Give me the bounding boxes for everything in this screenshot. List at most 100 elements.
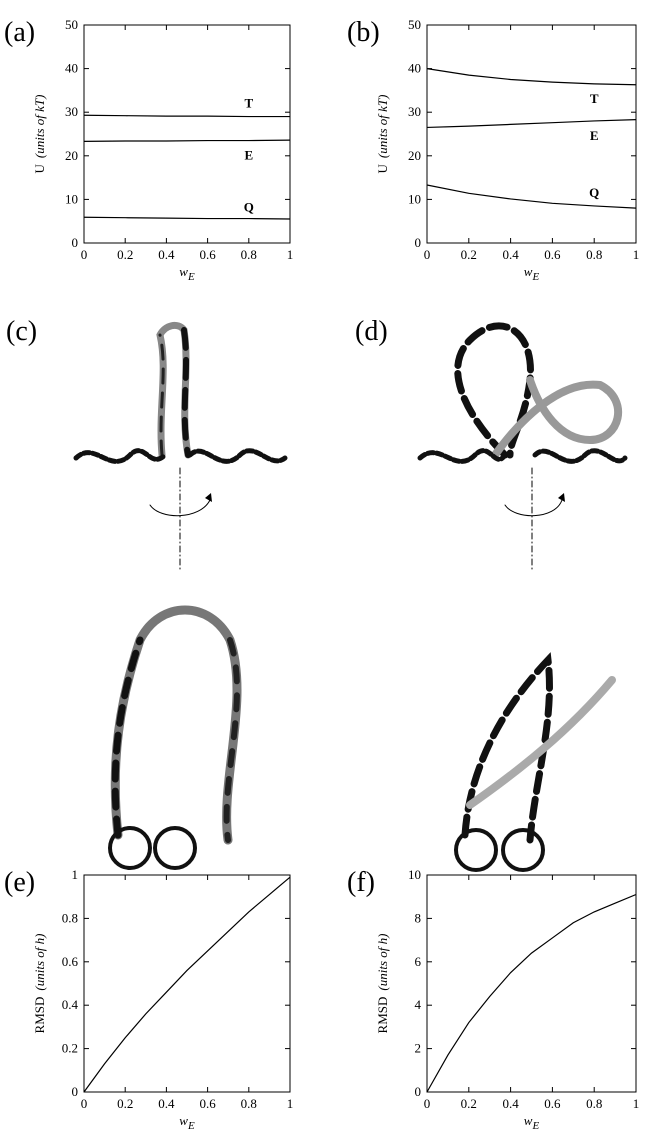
y-tick-label: 1 xyxy=(72,867,79,882)
molecule-c xyxy=(76,325,285,868)
x-label-main: w xyxy=(179,1113,188,1128)
panel-label: (d) xyxy=(355,316,388,347)
x-tick-label: 0 xyxy=(81,1096,88,1111)
y-tick-label: 0.6 xyxy=(62,954,79,969)
series-label: Q xyxy=(244,200,254,215)
plot-frame xyxy=(84,875,290,1092)
panel-label: (a) xyxy=(4,17,35,48)
x-tick-label: 0.2 xyxy=(117,247,133,262)
y-tick-label: 0 xyxy=(415,1084,422,1099)
y-tick-label: 2 xyxy=(415,1041,422,1056)
x-tick-label: 0.6 xyxy=(544,247,561,262)
x-tick-label: 0.4 xyxy=(158,1096,175,1111)
y-tick-label: 4 xyxy=(415,997,422,1012)
y-axis-label: U (units of kT) xyxy=(32,95,47,174)
y-tick-label: 30 xyxy=(65,104,78,119)
y-axis-label: RMSD (units of h) xyxy=(32,934,47,1034)
y-tick-label: 40 xyxy=(65,61,78,76)
y-label-main: U xyxy=(375,163,390,173)
x-tick-label: 1 xyxy=(287,247,294,262)
x-tick-label: 1 xyxy=(633,1096,640,1111)
x-tick-label: 0.6 xyxy=(544,1096,561,1111)
figure: (c) (d) (a)00.20.40.60.8101020304050wEU(… xyxy=(0,0,649,1129)
plot-frame xyxy=(84,25,290,243)
y-label-units: (units of kT) xyxy=(375,95,390,159)
y-axis-label: RMSD (units of h) xyxy=(375,934,390,1034)
y-label-units: (units of h) xyxy=(375,934,390,991)
x-axis-label: wE xyxy=(179,264,195,283)
y-tick-label: 10 xyxy=(408,191,421,206)
y-tick-label: 0.2 xyxy=(62,1041,78,1056)
x-axis-label: wE xyxy=(524,1113,540,1129)
y-tick-label: 8 xyxy=(415,910,422,925)
y-tick-label: 0.4 xyxy=(62,997,79,1012)
line xyxy=(84,140,290,141)
y-tick-label: 40 xyxy=(408,61,421,76)
y-tick-label: 0 xyxy=(415,235,422,250)
x-tick-label: 0.6 xyxy=(199,247,216,262)
y-tick-label: 50 xyxy=(408,17,421,32)
line xyxy=(427,895,636,1092)
panel-label: (c) xyxy=(6,316,37,347)
x-tick-label: 0.6 xyxy=(199,1096,216,1111)
y-label-main: RMSD xyxy=(375,997,390,1034)
x-tick-label: 0 xyxy=(424,1096,431,1111)
x-tick-label: 0.8 xyxy=(586,1096,602,1111)
panel-label: (e) xyxy=(4,867,35,898)
series-label: Q xyxy=(589,185,599,200)
x-axis-label: wE xyxy=(524,264,540,283)
x-label-sub: E xyxy=(531,271,539,283)
y-tick-label: 0 xyxy=(72,1084,79,1099)
x-tick-label: 0.4 xyxy=(502,247,519,262)
y-label-units: (units of h) xyxy=(32,934,47,991)
y-label-main: U xyxy=(32,163,47,173)
y-tick-label: 30 xyxy=(408,104,421,119)
x-tick-label: 0.2 xyxy=(461,247,477,262)
x-tick-label: 0.4 xyxy=(158,247,175,262)
y-label-main: RMSD xyxy=(32,997,47,1034)
x-axis-label: wE xyxy=(179,1113,195,1129)
series-label: E xyxy=(590,128,599,143)
y-tick-label: 50 xyxy=(65,17,78,32)
x-label-main: w xyxy=(179,264,188,279)
x-label-main: w xyxy=(524,264,533,279)
y-label-units: (units of kT) xyxy=(32,95,47,159)
x-label-sub: E xyxy=(531,1120,539,1129)
panel-label: (b) xyxy=(347,17,380,48)
x-tick-label: 0 xyxy=(81,247,88,262)
line xyxy=(84,217,290,219)
y-tick-label: 0.8 xyxy=(62,910,78,925)
x-label-sub: E xyxy=(187,1120,195,1129)
y-tick-label: 6 xyxy=(415,954,422,969)
panel-label: (f) xyxy=(347,867,375,898)
x-tick-label: 1 xyxy=(287,1096,294,1111)
line xyxy=(84,115,290,116)
series-label: T xyxy=(244,96,253,111)
x-tick-label: 0.4 xyxy=(502,1096,519,1111)
x-tick-label: 0.2 xyxy=(461,1096,477,1111)
y-tick-label: 20 xyxy=(408,148,421,163)
x-tick-label: 0.8 xyxy=(586,247,602,262)
x-tick-label: 0 xyxy=(424,247,431,262)
series-label: T xyxy=(590,91,599,106)
x-tick-label: 1 xyxy=(633,247,640,262)
series-label: E xyxy=(244,148,253,163)
x-label-sub: E xyxy=(187,271,195,283)
line xyxy=(427,69,636,85)
line xyxy=(427,185,636,208)
y-tick-label: 10 xyxy=(408,867,421,882)
plot-frame xyxy=(427,25,636,243)
line xyxy=(84,877,290,1092)
x-tick-label: 0.8 xyxy=(241,247,257,262)
y-axis-label: U (units of kT) xyxy=(375,95,390,174)
y-tick-label: 0 xyxy=(72,235,79,250)
x-label-main: w xyxy=(524,1113,533,1128)
line xyxy=(427,120,636,128)
molecule-d xyxy=(420,326,625,870)
y-tick-label: 10 xyxy=(65,191,78,206)
x-tick-label: 0.2 xyxy=(117,1096,133,1111)
